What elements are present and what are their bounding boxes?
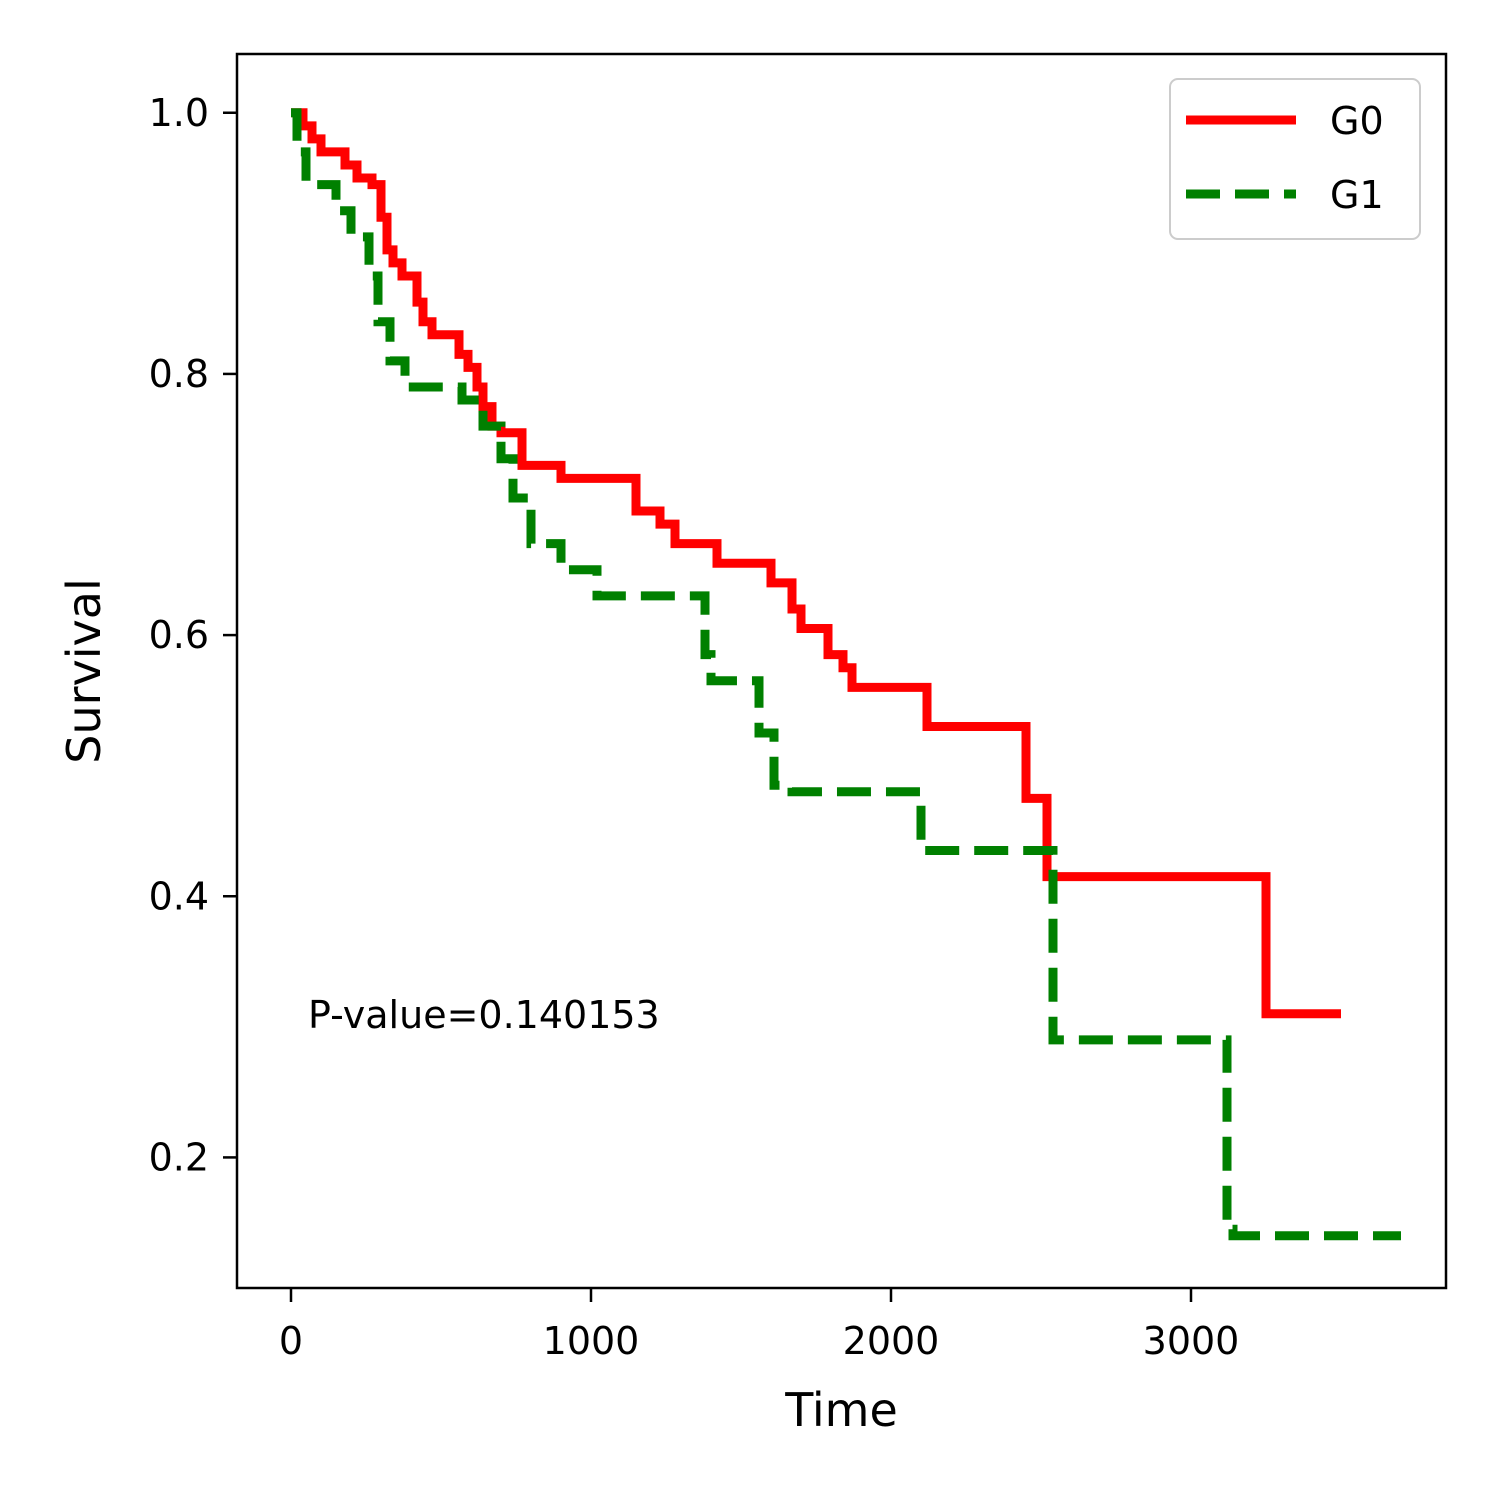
legend: G0 G1 [1169, 78, 1421, 240]
x-tick-label: 2000 [843, 1319, 940, 1363]
y-tick-label: 0.6 [149, 613, 209, 657]
x-tick-label: 0 [279, 1319, 303, 1363]
y-tick-label: 0.2 [149, 1135, 209, 1179]
x-axis: 0 1000 2000 3000 [279, 1288, 1239, 1363]
legend-label-g0: G0 [1330, 99, 1384, 143]
x-axis-title: Time [784, 1383, 898, 1437]
series-line-g0 [291, 108, 1341, 1019]
y-axis: 0.2 0.4 0.6 0.8 1.0 [149, 91, 237, 1179]
y-tick-label: 0.8 [149, 352, 209, 396]
plot-frame [235, 52, 1448, 1290]
x-tick-label: 1000 [543, 1319, 640, 1363]
p-value-annotation: P-value=0.140153 [308, 993, 660, 1037]
y-tick-label: 1.0 [149, 91, 209, 135]
y-tick-label: 0.4 [149, 874, 209, 918]
curves-layer [291, 108, 1401, 1241]
series-line-g1 [291, 108, 1401, 1241]
legend-label-g1: G1 [1330, 173, 1384, 217]
y-axis-title: Survival [57, 578, 111, 763]
x-tick-label: 3000 [1143, 1319, 1240, 1363]
